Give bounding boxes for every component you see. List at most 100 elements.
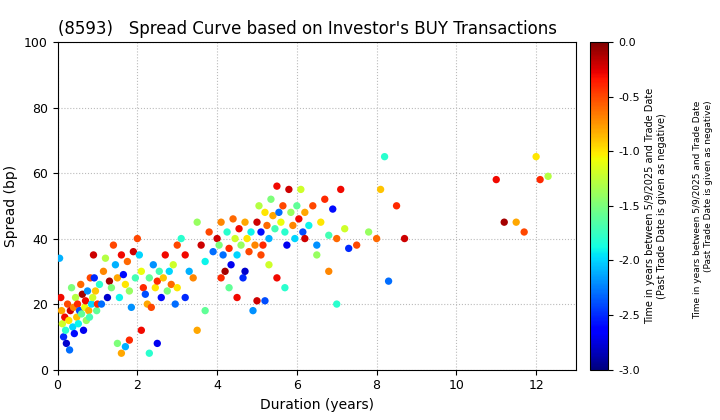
Point: [176, 235, 187, 242]
Point: [171, 284, 183, 291]
Point: [215, 219, 227, 226]
Point: [161, 288, 173, 294]
Point: [221, 228, 233, 235]
Point: [246, 228, 257, 235]
Point: [207, 248, 219, 255]
Point: [335, 186, 346, 193]
Point: [231, 252, 243, 258]
Point: [138, 284, 149, 291]
Point: [203, 228, 215, 235]
Point: [375, 186, 387, 193]
Point: [239, 219, 251, 226]
Point: [249, 242, 261, 249]
Point: [289, 235, 301, 242]
Point: [156, 294, 167, 301]
Point: [192, 327, 203, 333]
Text: (8593)   Spread Curve based on Investor's BUY Transactions: (8593) Spread Curve based on Investor's …: [58, 20, 557, 38]
Point: [124, 337, 135, 344]
Point: [257, 242, 269, 249]
Point: [279, 284, 291, 291]
Point: [145, 304, 157, 311]
Point: [55, 294, 66, 301]
Point: [271, 183, 283, 189]
Point: [166, 281, 177, 288]
Point: [70, 294, 81, 301]
Point: [79, 304, 91, 311]
Point: [151, 340, 163, 347]
Point: [68, 304, 79, 311]
Point: [255, 252, 266, 258]
Point: [90, 288, 102, 294]
Point: [62, 301, 73, 307]
Point: [498, 219, 510, 226]
Point: [285, 209, 297, 216]
Point: [83, 307, 94, 314]
Point: [169, 301, 181, 307]
Point: [323, 232, 335, 239]
Point: [68, 330, 80, 337]
Point: [247, 307, 258, 314]
Point: [267, 212, 279, 219]
Point: [130, 275, 141, 281]
Point: [351, 242, 362, 249]
Point: [319, 196, 330, 202]
Point: [187, 275, 199, 281]
Point: [277, 202, 289, 209]
Point: [291, 202, 302, 209]
Point: [60, 327, 71, 333]
Point: [91, 301, 103, 307]
Text: Time in years between 5/9/2025 and Trade Date
(Past Trade Date is given as negat: Time in years between 5/9/2025 and Trade…: [693, 101, 713, 319]
Point: [251, 297, 263, 304]
Point: [542, 173, 554, 180]
Point: [143, 350, 155, 357]
Point: [60, 340, 72, 347]
Point: [327, 206, 338, 213]
Point: [71, 314, 83, 320]
Point: [88, 252, 99, 258]
Point: [134, 252, 145, 258]
Point: [94, 281, 105, 288]
Point: [299, 209, 310, 216]
Point: [303, 222, 315, 229]
Point: [163, 268, 175, 275]
Point: [135, 327, 147, 333]
Point: [293, 215, 305, 222]
Point: [275, 219, 287, 226]
Point: [213, 242, 225, 249]
Point: [251, 219, 263, 226]
Point: [75, 281, 86, 288]
Point: [264, 235, 275, 242]
Point: [233, 226, 245, 232]
Point: [59, 314, 71, 320]
Point: [253, 202, 265, 209]
Point: [255, 228, 266, 235]
Point: [86, 301, 97, 307]
Point: [261, 222, 273, 229]
Point: [238, 275, 249, 281]
Point: [331, 301, 343, 307]
Point: [84, 275, 96, 281]
Point: [58, 333, 69, 340]
Point: [109, 261, 121, 268]
Point: [179, 252, 191, 258]
Point: [287, 222, 299, 229]
Point: [339, 226, 351, 232]
Point: [534, 176, 546, 183]
Point: [281, 242, 292, 249]
Point: [510, 219, 522, 226]
Point: [73, 307, 85, 314]
Point: [279, 228, 291, 235]
Point: [153, 268, 165, 275]
Point: [91, 307, 102, 314]
Point: [225, 261, 237, 268]
Point: [56, 307, 68, 314]
Point: [80, 297, 91, 304]
Point: [104, 278, 115, 284]
Point: [363, 228, 374, 235]
Point: [117, 271, 129, 278]
Point: [65, 307, 76, 314]
Point: [76, 310, 87, 317]
Point: [399, 235, 410, 242]
Point: [132, 235, 143, 242]
Point: [265, 196, 276, 202]
